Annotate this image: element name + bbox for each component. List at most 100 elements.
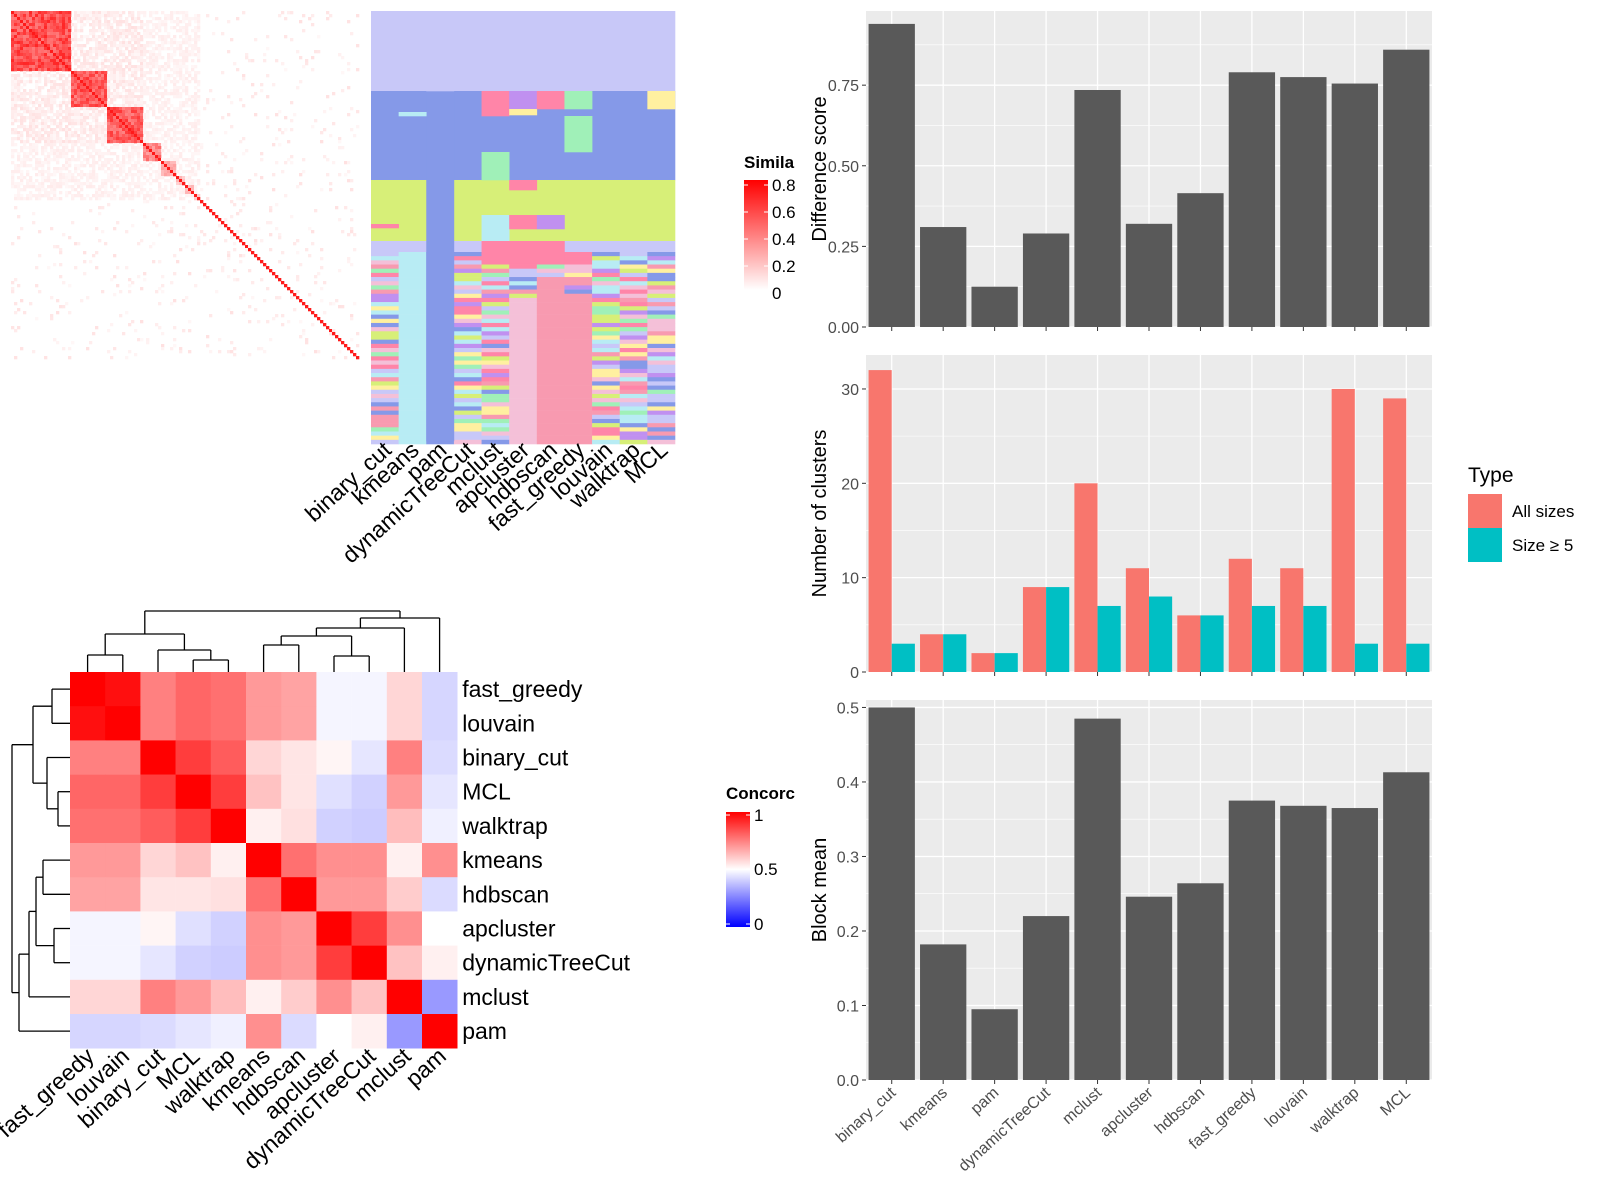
- similarity-cell: [191, 185, 195, 189]
- similarity-cell: [71, 179, 75, 183]
- similarity-cell: [254, 92, 258, 96]
- membership-cell: [398, 310, 427, 315]
- similarity-cell: [41, 95, 45, 99]
- similarity-cell: [143, 116, 147, 120]
- similarity-cell: [86, 86, 90, 90]
- similarity-cell: [140, 53, 144, 57]
- similarity-cell: [191, 158, 195, 162]
- similarity-cell: [143, 278, 147, 282]
- bar: [1177, 615, 1201, 672]
- similarity-cell: [266, 221, 270, 225]
- similarity-cell: [308, 227, 312, 231]
- similarity-cell: [83, 113, 87, 117]
- similarity-cell: [98, 71, 102, 75]
- similarity-cell: [143, 59, 147, 63]
- similarity-cell: [17, 194, 21, 198]
- similarity-cell: [23, 32, 27, 36]
- similarity-cell: [266, 74, 270, 78]
- similarity-cell: [152, 101, 156, 105]
- similarity-cell: [110, 113, 114, 117]
- similarity-cell: [95, 140, 99, 144]
- similarity-cell: [143, 152, 147, 156]
- similarity-cell: [125, 191, 129, 195]
- similarity-cell: [14, 119, 18, 123]
- similarity-cell: [230, 167, 234, 171]
- similarity-cell: [11, 44, 15, 48]
- membership-cell: [619, 389, 648, 395]
- similarity-cell: [68, 107, 72, 111]
- similarity-cell: [155, 65, 159, 69]
- similarity-cell: [59, 20, 63, 24]
- similarity-cell: [98, 29, 102, 33]
- similarity-cell: [185, 59, 189, 63]
- similarity-cell: [104, 23, 108, 27]
- similarity-cell: [188, 173, 192, 177]
- similarity-cell: [299, 20, 303, 24]
- similarity-cell: [89, 71, 93, 75]
- similarity-cell: [110, 35, 114, 39]
- similarity-cell: [68, 185, 72, 189]
- similarity-cell: [236, 68, 240, 72]
- membership-cell: [481, 406, 510, 411]
- concordance-cell: [105, 945, 141, 981]
- similarity-cell: [155, 323, 159, 327]
- similarity-cell: [26, 164, 30, 168]
- similarity-cell: [29, 191, 33, 195]
- similarity-cell: [50, 104, 54, 108]
- membership-cell: [509, 297, 538, 303]
- similarity-cell: [131, 179, 135, 183]
- similarity-cell: [17, 86, 21, 90]
- y-tick-label: 20: [841, 476, 859, 493]
- similarity-cell: [80, 155, 84, 159]
- similarity-cell: [308, 293, 312, 297]
- similarity-cell: [44, 38, 48, 42]
- similarity-cell: [101, 194, 105, 198]
- similarity-cell: [128, 89, 132, 93]
- similarity-cell: [278, 143, 282, 147]
- similarity-cell: [152, 86, 156, 90]
- similarity-cell: [113, 227, 117, 231]
- similarity-cell: [29, 17, 33, 21]
- similarity-cell: [182, 134, 186, 138]
- similarity-cell: [68, 98, 72, 102]
- similarity-cell: [59, 59, 63, 63]
- similarity-cell: [92, 35, 96, 39]
- similarity-cell: [239, 296, 243, 300]
- similarity-cell: [173, 299, 177, 303]
- similarity-cell: [287, 140, 291, 144]
- similarity-cell: [137, 158, 141, 162]
- membership-cell: [371, 364, 399, 370]
- similarity-cell: [251, 83, 255, 87]
- similarity-cell: [266, 287, 270, 291]
- similarity-cell: [110, 62, 114, 66]
- similarity-cell: [206, 335, 210, 339]
- concordance-col-label: pam: [400, 1043, 451, 1092]
- similarity-cell: [89, 92, 93, 96]
- similarity-cell: [116, 80, 120, 84]
- similarity-cell: [128, 23, 132, 27]
- similarity-cell: [101, 77, 105, 81]
- similarity-cell: [47, 110, 51, 114]
- similarity-cell: [149, 86, 153, 90]
- similarity-cell: [107, 167, 111, 171]
- similarity-cell: [107, 101, 111, 105]
- similarity-cell: [131, 158, 135, 162]
- similarity-cell: [350, 230, 354, 234]
- similarity-cell: [107, 113, 111, 117]
- similarity-cell: [158, 326, 162, 330]
- similarity-cell: [53, 173, 57, 177]
- similarity-cell: [20, 50, 24, 54]
- similarity-cell: [281, 131, 285, 135]
- similarity-cell: [17, 89, 21, 93]
- membership-cell: [481, 310, 510, 315]
- similarity-cell: [113, 119, 117, 123]
- similarity-cell: [65, 164, 69, 168]
- similarity-cell: [71, 185, 75, 189]
- similarity-cell: [29, 302, 33, 306]
- similarity-cell: [236, 236, 240, 240]
- similarity-cell: [98, 44, 102, 48]
- similarity-cell: [182, 56, 186, 60]
- similarity-cell: [329, 188, 333, 192]
- similarity-cell: [302, 65, 306, 69]
- concordance-cell: [422, 740, 458, 775]
